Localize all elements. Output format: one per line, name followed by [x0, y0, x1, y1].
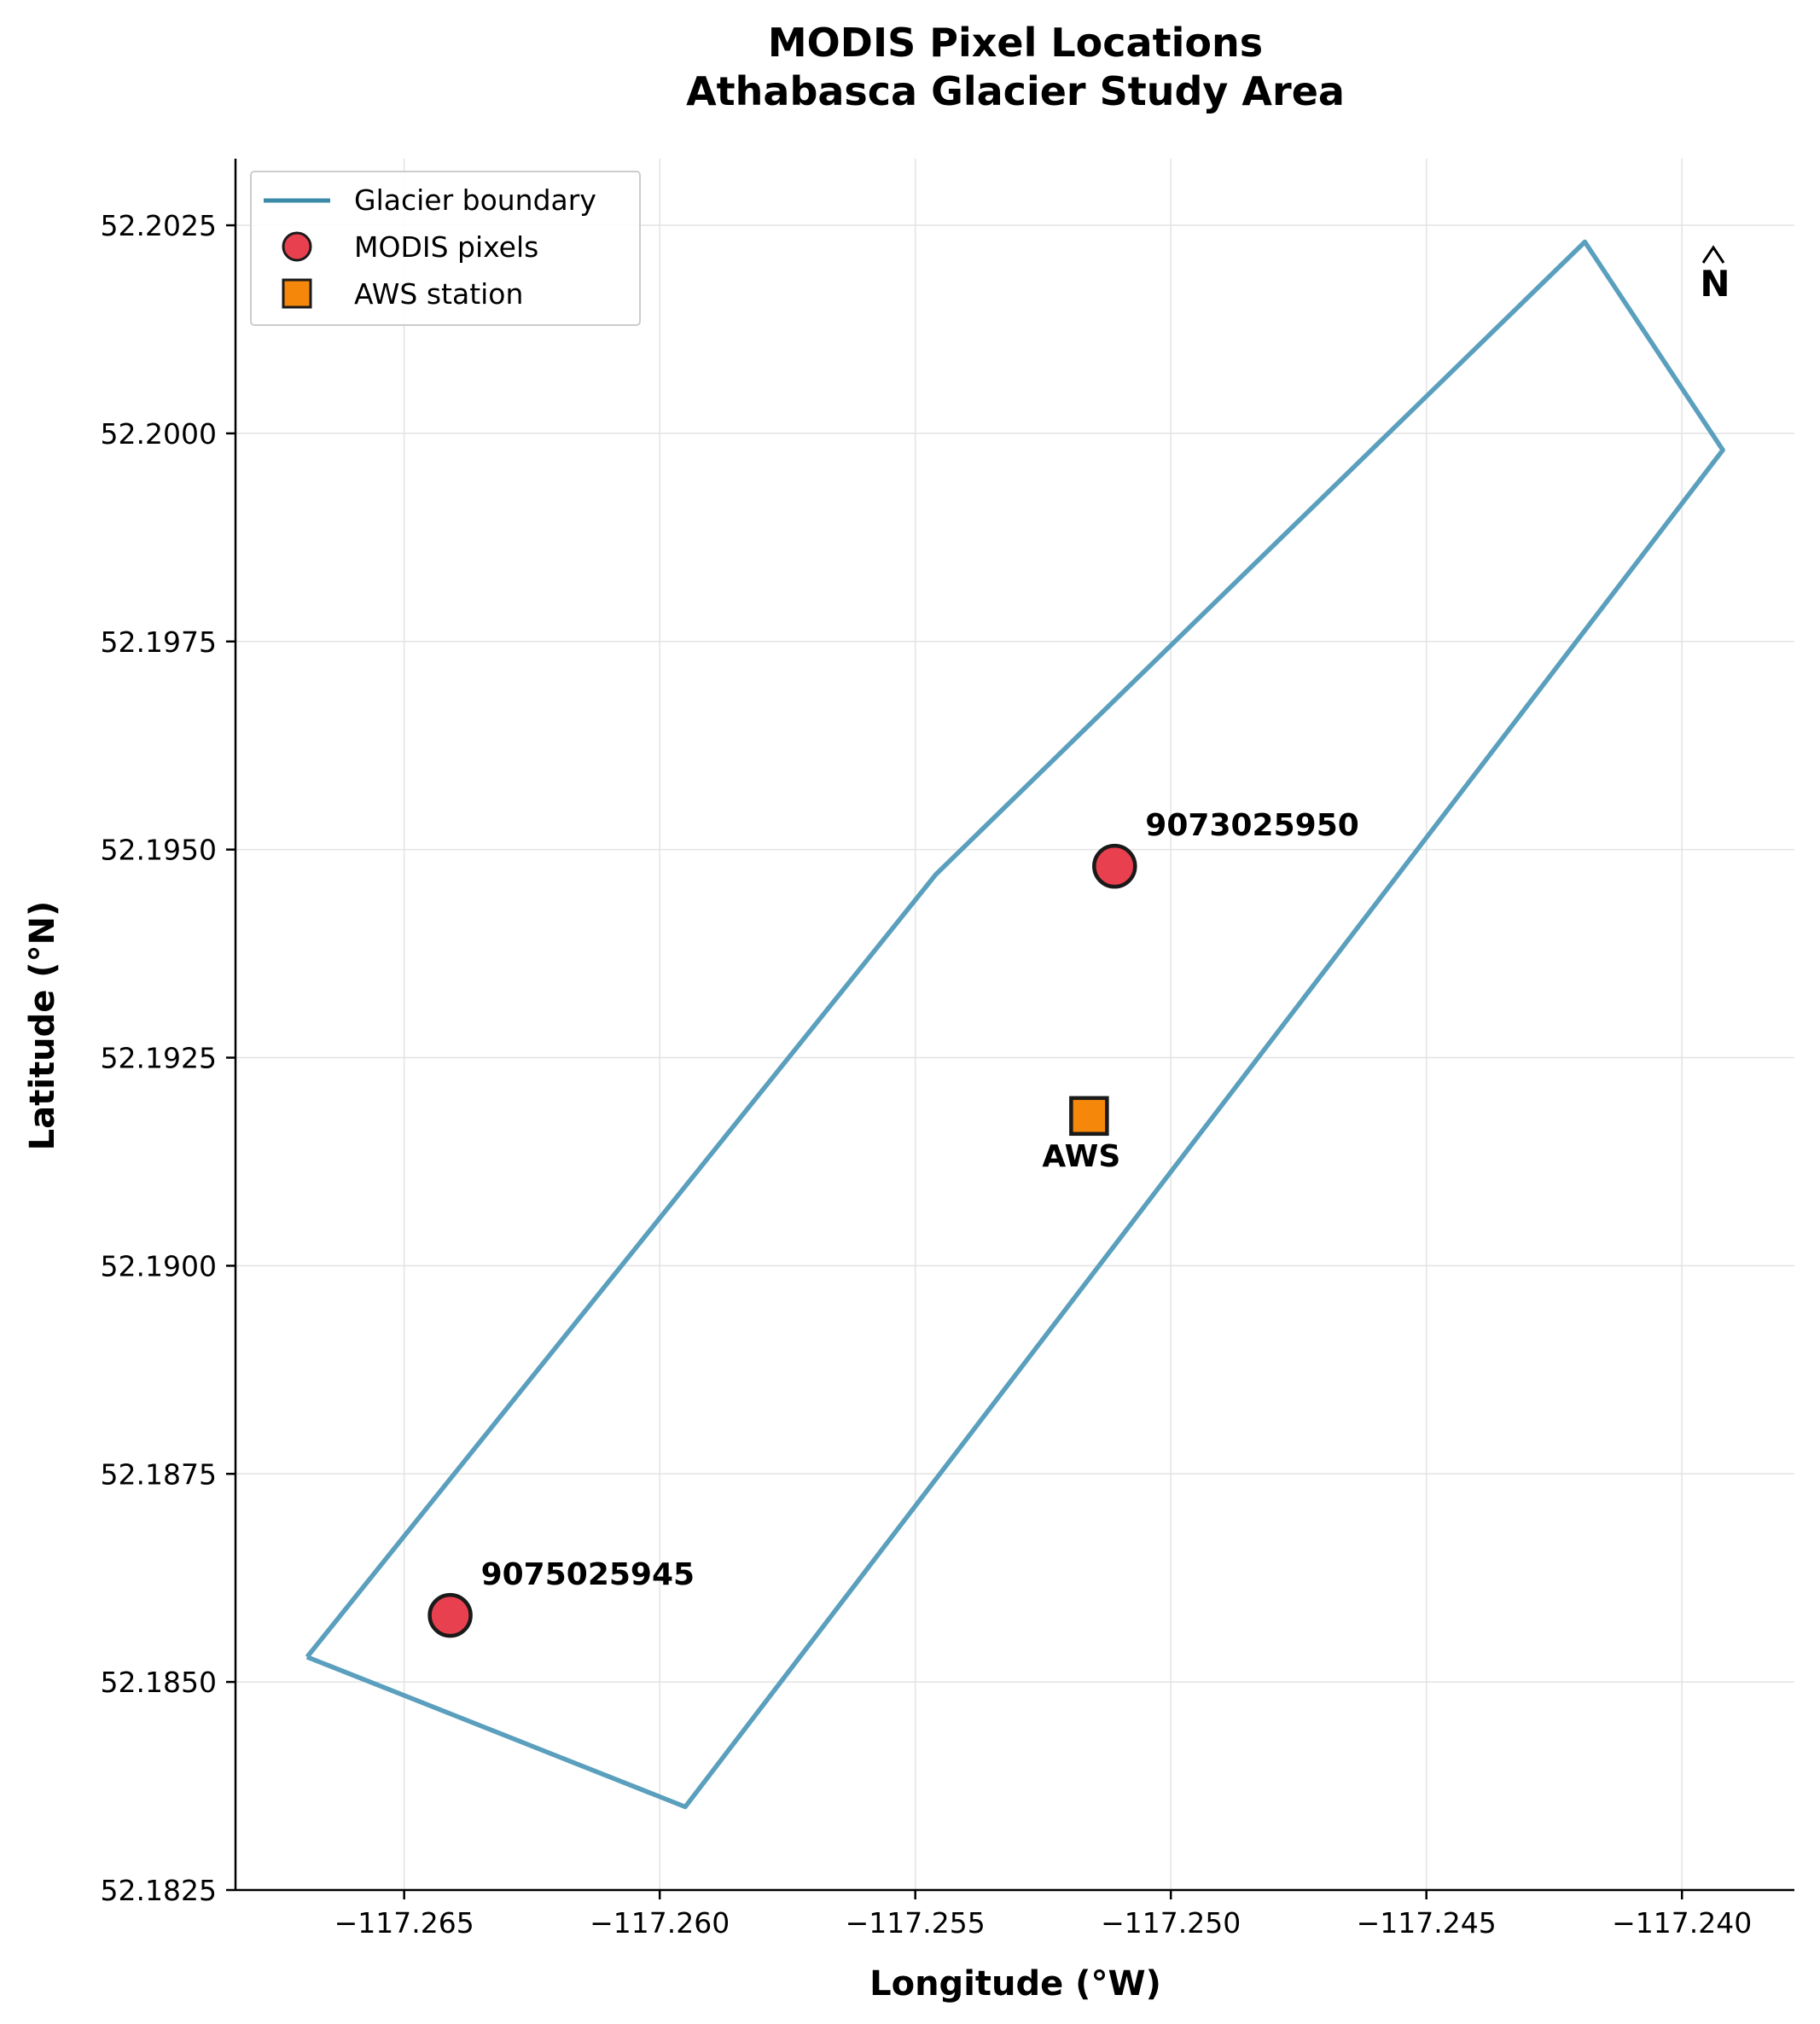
x-axis-label: Longitude (°W) [869, 1964, 1161, 2004]
north-arrow: N [1700, 245, 1730, 305]
y-tick-label-6: 52.1975 [101, 625, 217, 659]
modis-pixel-label-0: 9075025945 [481, 1557, 695, 1592]
x-tick-label-3: −117.250 [1101, 1906, 1241, 1940]
legend-label-modis: MODIS pixels [354, 230, 538, 264]
modis-pixel-marker-1 [1092, 843, 1137, 889]
x-tick-label-0: −117.265 [334, 1906, 474, 1940]
y-tick-label-1: 52.1850 [101, 1666, 217, 1699]
glacier-boundary-layer [305, 239, 1725, 1810]
ticks: −117.265 −117.260 −117.255 −117.250 −117.245… [101, 209, 1753, 1940]
x-tick-label-1: −117.260 [590, 1906, 730, 1940]
y-tick-label-4: 52.1925 [101, 1042, 217, 1075]
chart-title-line2: Athabasca Glacier Study Area [686, 68, 1345, 114]
legend-aws-swatch [282, 278, 312, 309]
glacier-boundary-line [305, 239, 1725, 1810]
aws-station-label: AWS [1042, 1139, 1120, 1174]
legend-modis-swatch [282, 231, 312, 262]
y-axis-label: Latitude (°N) [23, 901, 62, 1151]
legend-label-boundary: Glacier boundary [354, 183, 596, 217]
y-tick-label-8: 52.2025 [101, 209, 217, 242]
axes [234, 159, 1794, 1892]
x-tick-label-2: −117.255 [846, 1906, 986, 1940]
x-tick-label-4: −117.245 [1357, 1906, 1497, 1940]
modis-pixel-marker-0 [427, 1592, 473, 1638]
legend-label-aws: AWS station [354, 277, 523, 311]
north-arrow-label: N [1700, 263, 1730, 305]
x-tick-label-5: −117.240 [1612, 1906, 1752, 1940]
y-tick-label-5: 52.1950 [101, 834, 217, 867]
y-tick-label-7: 52.2000 [101, 417, 217, 451]
legend-frame [250, 171, 641, 326]
grid-lines [235, 159, 1794, 1891]
modis-pixel-label-1: 9073025950 [1145, 808, 1359, 843]
chart-title-line1: MODIS Pixel Locations [768, 20, 1263, 66]
y-tick-label-0: 52.1825 [101, 1874, 217, 1907]
legend: Glacier boundary MODIS pixels AWS statio… [250, 171, 641, 326]
y-tick-label-2: 52.1875 [101, 1457, 217, 1491]
aws-station-marker [1069, 1096, 1109, 1137]
annotations-layer: 9075025945 9073025950 AWS [481, 808, 1359, 1592]
north-arrow-icon [1701, 245, 1725, 264]
y-tick-label-3: 52.1900 [101, 1249, 217, 1282]
markers-layer [427, 843, 1137, 1638]
